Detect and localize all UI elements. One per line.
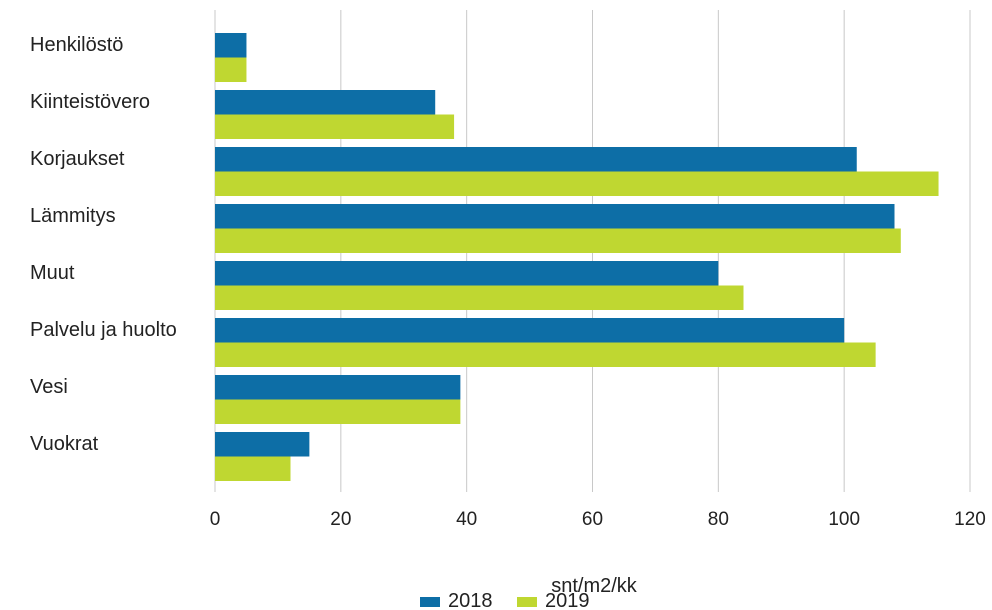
bar-2019-3 — [215, 171, 939, 196]
bar-2019-5 — [215, 285, 744, 310]
x-tick-label: 20 — [330, 509, 351, 530]
bar-2018-3 — [215, 147, 857, 172]
bar-2019-7 — [215, 399, 461, 424]
bar-2018-4 — [215, 204, 895, 229]
legend-swatch-2018 — [420, 597, 440, 607]
category-label: Vesi — [30, 376, 68, 398]
category-labels: Henkilöstö Kiinteistövero Korjaukset Lämmit… — [30, 34, 177, 455]
category-label: Vuokrat — [30, 433, 99, 455]
legend: 2018 2019 — [420, 590, 590, 610]
bar-2018-8 — [215, 432, 310, 457]
bar-2019-6 — [215, 342, 876, 367]
category-label: Korjaukset — [30, 148, 125, 170]
x-tick-label: 100 — [828, 509, 860, 530]
bars-layer — [215, 33, 939, 481]
bar-2018-5 — [215, 261, 719, 286]
bar-2019-8 — [215, 456, 291, 481]
x-tick-label: 40 — [456, 509, 477, 530]
bar-2018-7 — [215, 375, 461, 400]
bar-2018-2 — [215, 90, 436, 115]
legend-label: 2019 — [545, 590, 590, 610]
bar-2018-1 — [215, 33, 247, 58]
bar-2018-6 — [215, 318, 845, 343]
category-label: Henkilöstö — [30, 34, 123, 56]
legend-swatch-2019 — [517, 597, 537, 607]
bar-2019-2 — [215, 114, 455, 139]
category-label: Muut — [30, 262, 75, 284]
x-tick-label: 0 — [210, 509, 221, 530]
bar-2019-1 — [215, 57, 247, 82]
category-label: Palvelu ja huolto — [30, 319, 177, 341]
legend-label: 2018 — [448, 590, 493, 610]
x-axis-label: snt/m2/kk — [551, 575, 638, 597]
x-tick-labels: 0 20 40 60 80 100 120 — [210, 509, 986, 530]
x-tick-label: 120 — [954, 509, 986, 530]
bar-2019-4 — [215, 228, 901, 253]
x-tick-label: 60 — [582, 509, 603, 530]
category-label: Kiinteistövero — [30, 91, 150, 113]
x-tick-label: 80 — [708, 509, 729, 530]
category-label: Lämmitys — [30, 205, 116, 227]
